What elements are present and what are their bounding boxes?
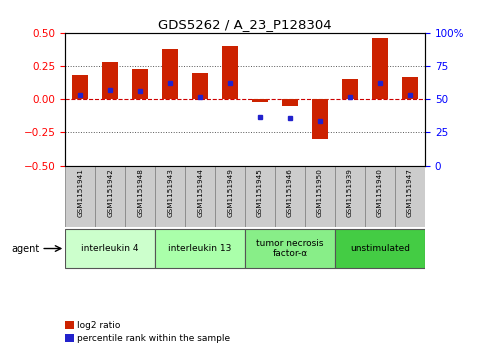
Text: interleukin 4: interleukin 4: [82, 244, 139, 253]
Bar: [222, 46, 239, 99]
Bar: [402, 77, 418, 99]
Text: GSM1151941: GSM1151941: [77, 168, 83, 217]
Text: GSM1151943: GSM1151943: [167, 168, 173, 217]
Text: interleukin 13: interleukin 13: [169, 244, 232, 253]
Bar: [72, 75, 88, 99]
Bar: [275, 166, 305, 227]
Bar: [132, 69, 148, 99]
Bar: [155, 229, 245, 268]
Text: GSM1151949: GSM1151949: [227, 168, 233, 217]
Text: agent: agent: [12, 244, 40, 253]
Bar: [102, 62, 118, 99]
Text: GSM1151939: GSM1151939: [347, 168, 353, 217]
Bar: [125, 166, 155, 227]
Bar: [162, 49, 178, 99]
Text: GSM1151942: GSM1151942: [107, 168, 113, 217]
Text: unstimulated: unstimulated: [350, 244, 410, 253]
Text: GSM1151940: GSM1151940: [377, 168, 383, 217]
Text: percentile rank within the sample: percentile rank within the sample: [77, 334, 230, 343]
Bar: [185, 166, 215, 227]
Bar: [245, 229, 335, 268]
Bar: [335, 166, 365, 227]
Title: GDS5262 / A_23_P128304: GDS5262 / A_23_P128304: [158, 19, 332, 32]
Text: GSM1151950: GSM1151950: [317, 168, 323, 217]
Bar: [155, 166, 185, 227]
Text: tumor necrosis
factor-α: tumor necrosis factor-α: [256, 239, 324, 258]
Bar: [335, 229, 425, 268]
Bar: [252, 99, 269, 102]
Bar: [192, 73, 208, 99]
Text: log2 ratio: log2 ratio: [77, 321, 121, 330]
Text: GSM1151947: GSM1151947: [407, 168, 413, 217]
Bar: [365, 166, 395, 227]
Bar: [245, 166, 275, 227]
Bar: [395, 166, 425, 227]
Text: GSM1151946: GSM1151946: [287, 168, 293, 217]
Bar: [305, 166, 335, 227]
Text: GSM1151944: GSM1151944: [197, 168, 203, 217]
Text: GSM1151945: GSM1151945: [257, 168, 263, 217]
Bar: [65, 229, 155, 268]
Text: GSM1151948: GSM1151948: [137, 168, 143, 217]
Bar: [342, 79, 358, 99]
Bar: [65, 166, 95, 227]
Bar: [312, 99, 328, 139]
Bar: [95, 166, 125, 227]
Bar: [215, 166, 245, 227]
Bar: [372, 38, 388, 99]
Bar: [282, 99, 298, 106]
